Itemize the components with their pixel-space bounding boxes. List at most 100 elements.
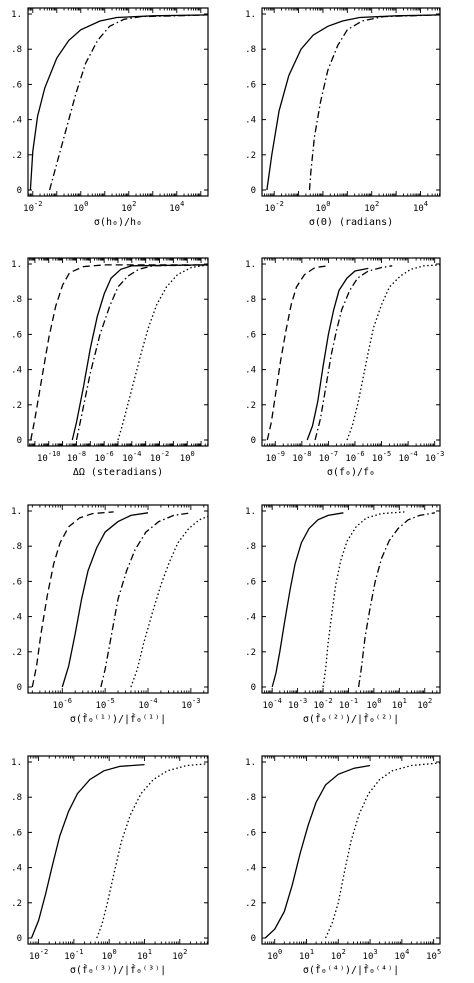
chart-panel-2: 0 .2 .4 .6 .8 1. 10-2 100 102 104 σ(Θ) (radians) [245,7,441,228]
x-axis-label: σ(ḟ₀⁽²⁾)/|ḟ₀⁽²⁾| [303,712,399,725]
x-tick-label: 10-2 [265,200,284,214]
series-line-solid [30,763,145,939]
x-tick-label: 10-8 [292,450,311,464]
x-tick-label: 10-7 [319,450,338,464]
x-tick-label: 104 [413,200,428,214]
series-line-solid [71,264,208,441]
x-tick-label: 101 [137,948,152,962]
x-tick-label: 10-3 [288,697,307,711]
x-tick-label: 100 [180,450,195,464]
series-line-dashdot [308,14,440,191]
y-tick-label: .6 [11,330,22,340]
x-tick-label: 10-6 [95,450,114,464]
plot-frame [27,7,209,197]
series-line-dashed [266,265,329,441]
x-tick-label: 10-4 [263,697,282,711]
x-tick-label: 10-9 [266,450,285,464]
x-tick-label: 102 [364,200,379,214]
x-tick-label: 10-4 [398,450,417,464]
x-tick-label: 10-5 [96,697,115,711]
y-tick-label: 1. [11,260,22,270]
y-tick-label: 1. [11,10,22,20]
y-tick-label: .6 [11,80,22,90]
y-tick-label: .2 [245,648,256,658]
x-tick-label: 10-4 [138,697,157,711]
y-tick-label: .8 [11,793,22,803]
series-line-dotted [117,264,208,441]
x-tick-label: 10-3 [425,450,444,464]
x-tick-label: 10-3 [181,697,200,711]
x-tick-label: 105 [426,948,441,962]
y-tick-label: .6 [11,828,22,838]
series-line-dashdot [75,264,208,441]
x-tick-label: 101 [299,948,314,962]
chart-panel-6: 0 .2 .4 .6 .8 1. 10-4 10-3 10-2 10-1 100 101 102 σ(ḟ₀… [245,504,441,725]
y-tick-label: .2 [11,648,22,658]
y-tick-label: .6 [11,577,22,587]
x-tick-label: 10-5 [372,450,391,464]
y-tick-label: .4 [11,613,22,623]
y-tick-label: 0 [17,186,22,196]
chart-panel-3: 0 .2 .4 .6 .8 1. 10-10 10-8 10-6 10-4 10-2 100 ΔΩ (s… [11,257,209,478]
y-tick-label: .2 [245,151,256,161]
x-tick-label: 10-2 [29,948,48,962]
y-tick-label: .2 [11,151,22,161]
y-tick-label: .4 [245,116,256,126]
y-tick-label: .6 [245,828,256,838]
series-line-dashdot [357,512,436,688]
x-tick-label: 10-6 [345,450,364,464]
y-tick-label: 0 [251,934,256,944]
x-axis-label: σ(ḟ₀⁽¹⁾)/|ḟ₀⁽¹⁾| [70,712,166,725]
series-line-dashdot [314,265,393,441]
series-line-solid [29,14,208,191]
series-line-dotted [325,762,440,939]
y-tick-label: .6 [245,577,256,587]
plot-frame [261,755,441,945]
y-tick-label: .8 [245,542,256,552]
y-tick-label: 1. [11,507,22,517]
y-tick-label: 0 [251,436,256,446]
plot-frame [261,504,441,694]
y-tick-label: .2 [11,899,22,909]
x-axis-label: σ(Θ) (radians) [309,217,393,228]
y-tick-label: .8 [11,295,22,305]
x-tick-label: 104 [394,948,409,962]
x-axis-label: σ(f₀)/f₀ [327,467,375,478]
y-tick-label: .6 [245,330,256,340]
x-tick-label: 100 [267,948,282,962]
x-tick-label: 100 [102,948,117,962]
x-tick-label: 10-6 [53,697,72,711]
x-tick-label: 10-10 [37,450,61,464]
series-line-dotted [96,763,208,939]
y-tick-label: .8 [11,542,22,552]
x-tick-label: 100 [366,697,381,711]
y-tick-label: .8 [245,793,256,803]
y-tick-label: .8 [11,45,22,55]
x-tick-label: 10-4 [122,450,141,464]
y-tick-label: 0 [251,683,256,693]
y-tick-label: .4 [11,116,22,126]
chart-panel-8: 0 .2 .4 .6 .8 1. 100 101 102 103 104 105 σ(ḟ₀⁽⁴⁾)/|ḟ… [245,755,441,976]
x-axis-label: ΔΩ (steradians) [73,467,163,478]
series-line-solid [266,14,440,191]
series-line-dotted [130,515,208,688]
y-tick-label: .4 [245,613,256,623]
y-tick-label: 0 [17,683,22,693]
x-tick-label: 10-2 [313,697,332,711]
y-tick-label: .2 [245,401,256,411]
chart-panel-1: 0 .2 .4 .6 .8 1. 10-2 100 102 104 σ(h₀)/h₀ [11,7,209,228]
x-tick-label: 10-2 [150,450,169,464]
series-line-solid [61,512,149,688]
y-tick-label: .2 [11,401,22,411]
x-tick-label: 104 [169,200,184,214]
y-tick-label: 1. [245,507,256,517]
series-line-dashed [30,264,208,441]
y-tick-label: .4 [11,864,22,874]
series-line-solid [264,764,371,939]
x-axis-label: σ(ḟ₀⁽⁴⁾)/|ḟ₀⁽⁴⁾| [303,963,399,976]
series-line-solid [306,267,369,441]
y-tick-label: 0 [17,934,22,944]
x-tick-label: 102 [121,200,136,214]
y-tick-label: 1. [11,758,22,768]
x-tick-label: 10-1 [64,948,83,962]
